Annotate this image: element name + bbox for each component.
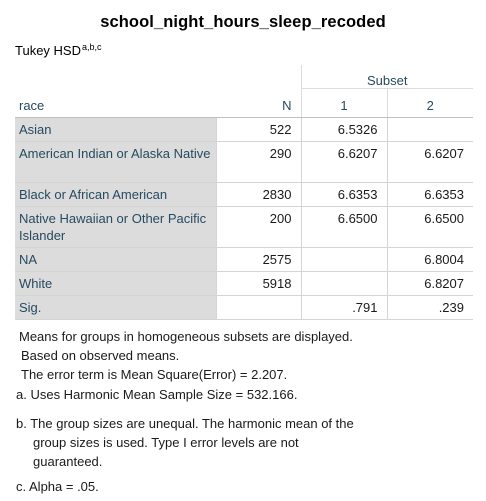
cell-subset-1: 6.6500 <box>300 206 387 248</box>
cell-n: 522 <box>215 117 301 142</box>
table-row: White 5918 6.8207 <box>15 271 473 296</box>
table-title: school_night_hours_sleep_recoded <box>100 13 386 31</box>
row-label: Asian <box>15 117 216 142</box>
cell-subset-2: 6.8004 <box>386 247 473 272</box>
cell-n: 2830 <box>215 182 301 207</box>
cell-subset-1 <box>300 271 387 296</box>
table-subtitle: Tukey HSDa,b,c <box>15 42 102 58</box>
table-row: Native Hawaiian or Other Pacific Islande… <box>15 206 473 248</box>
header-row-subset: Subset <box>15 65 473 89</box>
cell-n: 290 <box>215 141 301 183</box>
footnote-line: Based on observed means. <box>21 348 180 363</box>
table-row-sig: Sig. .791 .239 <box>15 295 473 320</box>
table-row: American Indian or Alaska Native 290 6.6… <box>15 141 473 183</box>
footnotes: Means for groups in homogeneous subsets … <box>19 327 353 384</box>
footnote-b-line: group sizes is used. Type I error levels… <box>33 435 299 450</box>
row-label: Native Hawaiian or Other Pacific Islande… <box>15 206 216 248</box>
subset-header: Subset <box>300 65 473 89</box>
subtitle-text: Tukey HSD <box>15 43 81 58</box>
column-header-race: race <box>15 88 216 118</box>
row-label: Black or African American <box>15 182 216 207</box>
table-row: Asian 522 6.5326 <box>15 117 473 142</box>
row-label: NA <box>15 247 216 272</box>
footnote-c: c. Alpha = .05. <box>16 479 99 494</box>
row-label: White <box>15 271 216 296</box>
cell-n <box>215 295 301 320</box>
column-header-subset-1: 1 <box>300 88 387 118</box>
footnote-line: Means for groups in homogeneous subsets … <box>19 329 353 344</box>
cell-subset-1: 6.6207 <box>300 141 387 183</box>
table-row: Black or African American 2830 6.6353 6.… <box>15 182 473 207</box>
cell-subset-2: 6.6500 <box>386 206 473 248</box>
footnote-b-line: b. The group sizes are unequal. The harm… <box>16 416 354 431</box>
cell-subset-1: 6.5326 <box>300 117 387 142</box>
cell-n: 2575 <box>215 247 301 272</box>
column-header-n: N <box>216 88 301 118</box>
cell-n: 200 <box>215 206 301 248</box>
cell-subset-1: 6.6353 <box>300 182 387 207</box>
row-label: American Indian or Alaska Native <box>15 141 216 183</box>
cell-n: 5918 <box>215 271 301 296</box>
footnote-b: b. The group sizes are unequal. The harm… <box>16 414 456 471</box>
row-label: Sig. <box>15 295 216 320</box>
footnote-line: The error term is Mean Square(Error) = 2… <box>21 367 288 382</box>
cell-subset-2: 6.8207 <box>386 271 473 296</box>
column-header-subset-2: 2 <box>386 88 473 118</box>
cell-subset-2: 6.6353 <box>386 182 473 207</box>
subtitle-superscript: a,b,c <box>81 42 102 52</box>
cell-subset-2: 6.6207 <box>386 141 473 183</box>
cell-subset-2: .239 <box>386 295 473 320</box>
footnote-b-line: guaranteed. <box>33 454 103 469</box>
footnote-a: a. Uses Harmonic Mean Sample Size = 532.… <box>16 387 298 402</box>
table-row: NA 2575 6.8004 <box>15 247 473 272</box>
cell-subset-1: .791 <box>300 295 387 320</box>
cell-subset-1 <box>300 247 387 272</box>
tukey-hsd-table: Subset race N 1 2 Asian 522 6.5326 Ameri… <box>15 65 473 320</box>
cell-subset-2 <box>386 117 473 142</box>
header-row-columns: race N 1 2 <box>15 88 473 118</box>
